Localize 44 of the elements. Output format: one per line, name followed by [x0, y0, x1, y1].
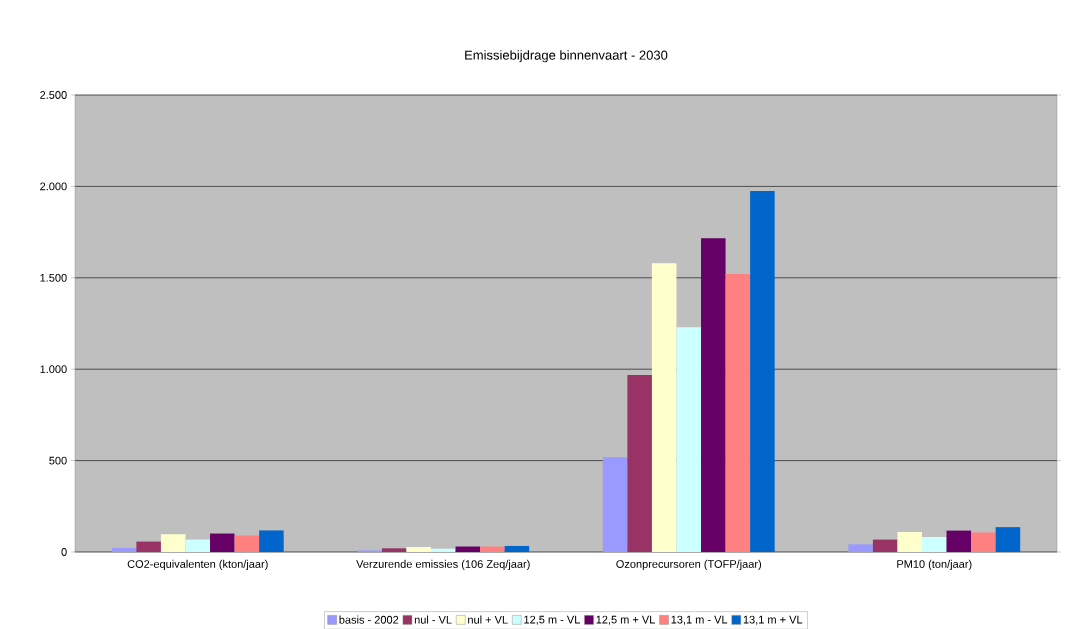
y-tick-label: 2.500: [40, 90, 67, 99]
x-tick-label: Ozonprecursoren (TOFP/jaar): [616, 559, 762, 570]
legend-label: 13,1 m - VL: [671, 615, 728, 625]
bar: [750, 190, 775, 552]
bar: [848, 544, 873, 552]
y-tick-label: 2.000: [40, 182, 67, 191]
chart-title: Emissiebijdrage binnenvaart - 2030: [465, 49, 668, 63]
bar: [430, 548, 456, 552]
bar: [160, 534, 186, 552]
bar: [676, 327, 702, 552]
bar: [627, 374, 652, 552]
y-tick-label: 1.500: [40, 273, 67, 282]
legend-label: 12,5 m - VL: [524, 615, 580, 625]
legend-label: nul - VL: [414, 615, 452, 624]
bar: [210, 533, 235, 552]
bar: [504, 545, 530, 552]
bar: [921, 536, 947, 552]
legend-label: basis - 2002: [339, 615, 399, 624]
bar: [111, 547, 137, 552]
x-tick-label: Verzurende emissies (106 Zeq/jaar): [356, 559, 530, 570]
x-tick-label: PM10 (ton/jaar): [897, 559, 972, 570]
bar: [406, 546, 431, 552]
x-tick-label: CO2-equivalenten (kton/jaar): [127, 559, 268, 570]
y-tick-label: 500: [49, 456, 67, 465]
bar: [651, 263, 677, 552]
legend-label: nul + VL: [468, 615, 508, 624]
bar: [701, 238, 726, 552]
bar: [897, 531, 922, 552]
bar: [725, 273, 751, 552]
bar: [234, 535, 260, 552]
y-tick-label: 0: [61, 547, 67, 556]
bar: [602, 457, 628, 552]
legend-label: 12,5 m + VL: [596, 615, 655, 625]
bar: [971, 532, 996, 552]
bar: [259, 530, 284, 552]
bar: [381, 548, 407, 552]
bar: [136, 541, 161, 552]
y-tick-label: 1.000: [40, 365, 67, 373]
bar: [872, 539, 898, 552]
legend-label: 13,1 m + VL: [743, 615, 803, 625]
bar: [995, 526, 1021, 552]
bar: [480, 546, 505, 552]
bar: [946, 530, 972, 552]
bar: [185, 539, 211, 552]
